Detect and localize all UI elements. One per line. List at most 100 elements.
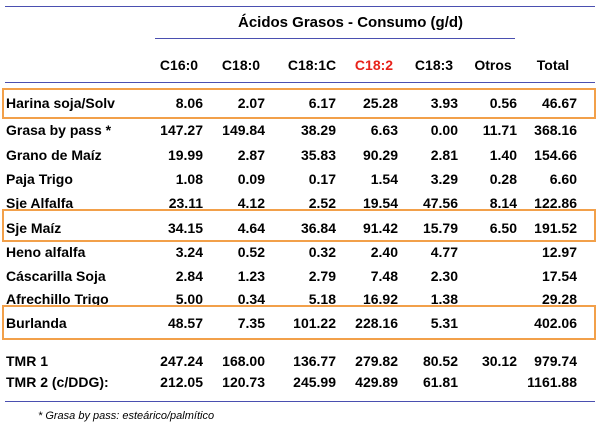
title-underline <box>155 38 515 39</box>
table-cell: 1161.88 <box>527 374 577 390</box>
table-cell: 5.31 <box>430 315 458 331</box>
table-cell: 2.87 <box>237 147 265 163</box>
table-cell: 15.79 <box>422 220 458 236</box>
column-header: C18:1C <box>287 57 337 73</box>
table-cell: 8.06 <box>175 95 203 111</box>
table-cell: 11.71 <box>482 122 517 138</box>
table-cell: 247.24 <box>160 353 203 369</box>
table-cell: 154.66 <box>534 147 577 163</box>
table-cell: 6.50 <box>489 220 517 236</box>
row-label: Burlanda <box>6 315 67 331</box>
table-cell: 228.16 <box>355 315 398 331</box>
column-header: C18:2 <box>354 57 394 73</box>
table-cell: 35.83 <box>300 147 336 163</box>
row-label: Heno alfalfa <box>6 244 86 260</box>
column-header: C18:3 <box>414 57 454 73</box>
table-cell: 6.17 <box>308 95 336 111</box>
table-cell: 4.64 <box>237 220 265 236</box>
table-cell: 6.63 <box>370 122 398 138</box>
table-cell: 19.99 <box>167 147 203 163</box>
table-cell: 90.29 <box>362 147 398 163</box>
table-cell: 7.48 <box>370 268 398 284</box>
row-highlight-box <box>2 88 596 119</box>
table-cell: 6.60 <box>549 171 577 187</box>
footnote: * Grasa by pass: esteárico/palmítico <box>38 410 215 422</box>
row-label: TMR 1 <box>6 353 48 369</box>
table-cell: 1.08 <box>175 171 203 187</box>
row-label: Harina soja/Solv <box>6 95 115 111</box>
column-header: C18:0 <box>221 57 261 73</box>
table-cell: 2.81 <box>430 147 458 163</box>
table-cell: 5.18 <box>308 291 336 307</box>
table-cell: 48.57 <box>167 315 203 331</box>
table-cell: 402.06 <box>534 315 577 331</box>
table-cell: 979.74 <box>534 353 577 369</box>
table-cell: 17.54 <box>541 268 577 284</box>
table-cell: 147.27 <box>160 122 203 138</box>
top-rule <box>5 6 595 7</box>
table-cell: 1.23 <box>237 268 265 284</box>
table-cell: 38.29 <box>300 122 336 138</box>
table-cell: 368.16 <box>534 122 577 138</box>
table-cell: 16.92 <box>362 291 398 307</box>
table-cell: 0.17 <box>308 171 336 187</box>
table-cell: 122.86 <box>534 195 577 211</box>
table-cell: 1.54 <box>370 171 398 187</box>
table-cell: 47.56 <box>422 195 458 211</box>
table-cell: 34.15 <box>167 220 203 236</box>
table-cell: 245.99 <box>293 374 336 390</box>
row-label: Grano de Maíz <box>6 147 102 163</box>
row-label: Cáscarilla Soja <box>6 268 106 284</box>
bottom-rule <box>5 401 595 402</box>
table-cell: 1.38 <box>430 291 458 307</box>
table-cell: 8.14 <box>489 195 517 211</box>
table-cell: 2.40 <box>370 244 398 260</box>
table-cell: 91.42 <box>362 220 398 236</box>
table-cell: 3.29 <box>430 171 458 187</box>
row-label: Sje Alfalfa <box>6 195 74 211</box>
column-header: Total <box>536 57 570 73</box>
table-cell: 2.07 <box>237 95 265 111</box>
table-cell: 2.79 <box>308 268 336 284</box>
table-cell: 0.09 <box>237 171 265 187</box>
table-cell: 19.54 <box>362 195 398 211</box>
row-label: Afrechillo Trigo <box>6 291 109 307</box>
table-cell: 7.35 <box>237 315 265 331</box>
table-cell: 0.52 <box>237 244 265 260</box>
table-cell: 191.52 <box>534 220 577 236</box>
column-header: C16:0 <box>159 57 199 73</box>
table-cell: 1.40 <box>489 147 517 163</box>
table-cell: 0.00 <box>430 122 458 138</box>
table-cell: 4.12 <box>237 195 265 211</box>
table-cell: 0.32 <box>308 244 336 260</box>
table-cell: 120.73 <box>222 374 265 390</box>
table-cell: 168.00 <box>222 353 265 369</box>
table-cell: 279.82 <box>355 353 398 369</box>
table-cell: 30.12 <box>481 353 517 369</box>
table-title: Ácidos Grasos - Consumo (g/d) <box>238 14 464 31</box>
table-cell: 136.77 <box>293 353 336 369</box>
table-cell: 2.84 <box>175 268 203 284</box>
table-cell: 36.84 <box>300 220 336 236</box>
table-cell: 12.97 <box>541 244 577 260</box>
table-cell: 46.67 <box>541 95 577 111</box>
row-label: Grasa by pass * <box>6 122 112 138</box>
row-highlight-box <box>2 209 596 242</box>
table-cell: 429.89 <box>355 374 398 390</box>
table-cell: 3.93 <box>430 95 458 111</box>
table-cell: 0.28 <box>489 171 517 187</box>
table-cell: 61.81 <box>422 374 458 390</box>
table-cell: 212.05 <box>160 374 203 390</box>
table-cell: 3.24 <box>175 244 203 260</box>
table-cell: 101.22 <box>293 315 336 331</box>
table-cell: 4.77 <box>430 244 458 260</box>
table-cell: 80.52 <box>422 353 458 369</box>
table-cell: 149.84 <box>222 122 265 138</box>
table-cell: 5.00 <box>175 291 203 307</box>
table-cell: 29.28 <box>541 291 577 307</box>
row-label: Paja Trigo <box>6 171 73 187</box>
table-cell: 0.34 <box>237 291 265 307</box>
table-cell: 23.11 <box>168 195 203 211</box>
table-cell: 2.30 <box>430 268 458 284</box>
table-cell: 2.52 <box>308 195 336 211</box>
